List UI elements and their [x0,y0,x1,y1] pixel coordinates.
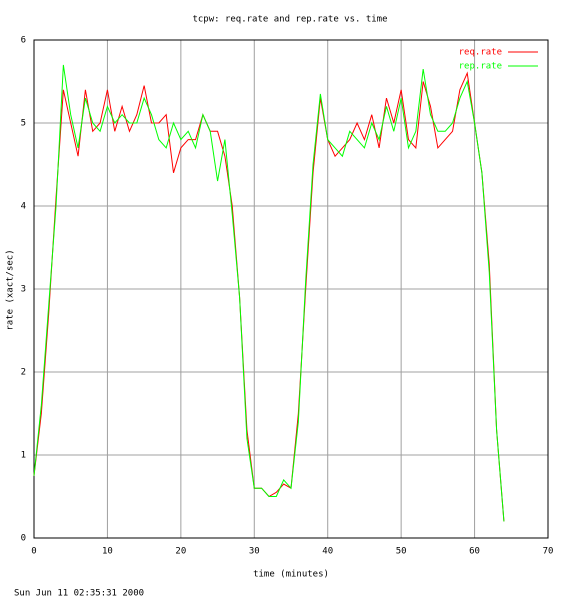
x-tick-label: 0 [31,547,36,557]
legend-label: req.rate [459,48,502,58]
x-tick-label: 60 [469,547,480,557]
y-tick-label: 6 [21,36,26,46]
y-tick-label: 4 [21,202,26,212]
x-tick-label: 10 [102,547,113,557]
x-axis-label: time (minutes) [253,570,329,580]
y-tick-label: 5 [21,119,26,129]
x-tick-label: 20 [175,547,186,557]
chart-title: tcpw: req.rate and rep.rate vs. time [192,15,387,25]
y-tick-label: 3 [21,285,26,295]
y-tick-label: 2 [21,368,26,378]
data-line [33,64,505,522]
footer: Sun Jun 11 02:35:31 2000 [14,589,144,599]
x-tick-label: 30 [249,547,260,557]
y-tick-label: 1 [21,451,26,461]
x-tick-label: 70 [543,547,554,557]
plot-frame [33,39,549,539]
x-tick-label: 40 [322,547,333,557]
y-tick-label: 0 [21,534,26,544]
legend-label: rep.rate [459,62,502,72]
x-tick-label: 50 [396,547,407,557]
y-axis-label: rate (xact/sec) [6,249,16,330]
data-line [33,71,505,522]
